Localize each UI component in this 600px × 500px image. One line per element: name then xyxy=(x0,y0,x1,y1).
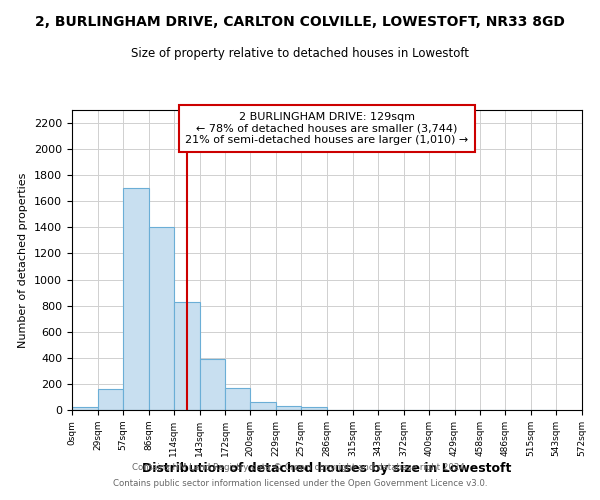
Bar xyxy=(123,188,149,410)
Bar xyxy=(226,388,250,410)
Y-axis label: Number of detached properties: Number of detached properties xyxy=(19,172,28,348)
Text: Contains HM Land Registry data © Crown copyright and database right 2024.: Contains HM Land Registry data © Crown c… xyxy=(132,464,468,472)
Bar xyxy=(276,406,301,410)
Bar xyxy=(199,359,226,410)
Text: Size of property relative to detached houses in Lowestoft: Size of property relative to detached ho… xyxy=(131,48,469,60)
Bar xyxy=(149,228,173,410)
Bar xyxy=(98,389,123,410)
Text: Contains public sector information licensed under the Open Government Licence v3: Contains public sector information licen… xyxy=(113,478,487,488)
Bar xyxy=(173,302,199,410)
Bar xyxy=(301,406,327,410)
X-axis label: Distribution of detached houses by size in Lowestoft: Distribution of detached houses by size … xyxy=(142,462,512,474)
Bar xyxy=(250,402,276,410)
Text: 2, BURLINGHAM DRIVE, CARLTON COLVILLE, LOWESTOFT, NR33 8GD: 2, BURLINGHAM DRIVE, CARLTON COLVILLE, L… xyxy=(35,15,565,29)
Text: 2 BURLINGHAM DRIVE: 129sqm
← 78% of detached houses are smaller (3,744)
21% of s: 2 BURLINGHAM DRIVE: 129sqm ← 78% of deta… xyxy=(185,112,469,145)
Bar xyxy=(72,408,98,410)
